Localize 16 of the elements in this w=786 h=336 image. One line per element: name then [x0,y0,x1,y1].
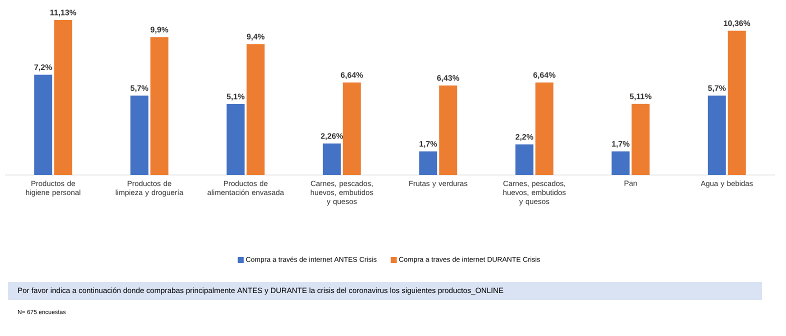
bar [54,20,72,175]
bar [342,82,361,175]
bar [246,44,265,175]
bar [439,85,458,175]
bar [535,82,554,175]
bar [632,104,650,175]
bar [708,96,726,175]
bar [612,151,630,175]
bar [34,74,52,175]
bar [226,104,245,175]
bar [322,144,341,175]
bar [150,37,168,175]
bar [728,30,746,175]
bar [419,151,438,175]
bar [130,96,148,175]
bar [515,144,534,175]
